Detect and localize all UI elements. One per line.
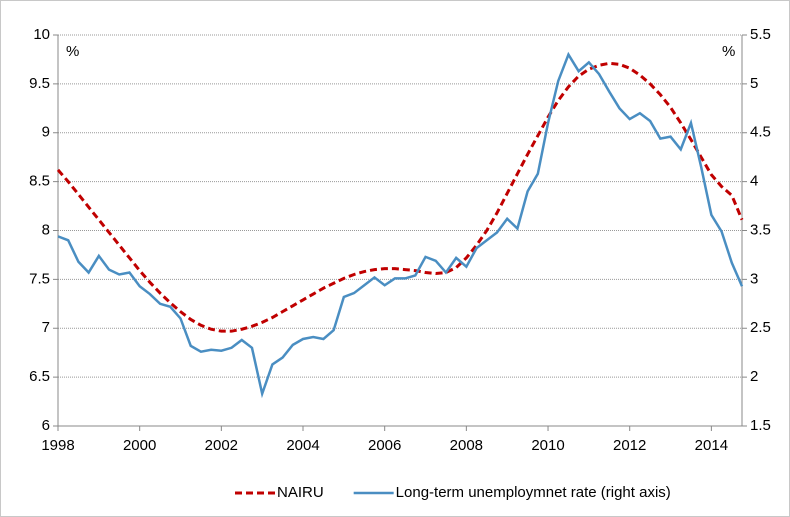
y-tick-label: 10 <box>33 26 50 43</box>
y-tick-label: 6 <box>42 417 50 434</box>
y2-tick-label: 3.5 <box>750 221 771 238</box>
line <box>57 51 744 399</box>
x-tick-label: 1998 <box>41 437 74 454</box>
y-tick-label: 8.5 <box>29 173 50 190</box>
y2-unit-label: % <box>722 43 735 60</box>
y-tick-label: 9 <box>42 124 50 141</box>
y-unit-label: % <box>66 43 79 60</box>
x-tick-label: 2004 <box>286 437 319 454</box>
y2-tick-label: 4.5 <box>750 124 771 141</box>
y-tick-label: 9.5 <box>29 75 50 92</box>
y2-tick-label: 4 <box>750 173 758 190</box>
y-tick-label: 6.5 <box>29 368 50 385</box>
y2-tick-label: 2.5 <box>750 319 771 336</box>
x-tick-label: 2002 <box>205 437 238 454</box>
y2-tick-label: 3 <box>750 270 758 287</box>
x-tick-label: 2010 <box>531 437 564 454</box>
y-tick-label: 8 <box>42 221 50 238</box>
x-tick-label: 2000 <box>123 437 156 454</box>
y2-tick-label: 5 <box>750 75 758 92</box>
x-tick-label: 2012 <box>613 437 646 454</box>
line <box>56 61 744 333</box>
legend-label: Long-term unemploymnet rate (right axis) <box>396 484 671 501</box>
x-tick-label: 2006 <box>368 437 401 454</box>
y2-tick-label: 5.5 <box>750 26 771 43</box>
legend-label: NAIRU <box>277 484 324 501</box>
y2-tick-label: 2 <box>750 368 758 385</box>
y-tick-label: 7.5 <box>29 270 50 287</box>
x-tick-label: 2014 <box>695 437 728 454</box>
y-tick-label: 7 <box>42 319 50 336</box>
y2-tick-label: 1.5 <box>750 417 771 434</box>
x-tick-label: 2008 <box>450 437 483 454</box>
